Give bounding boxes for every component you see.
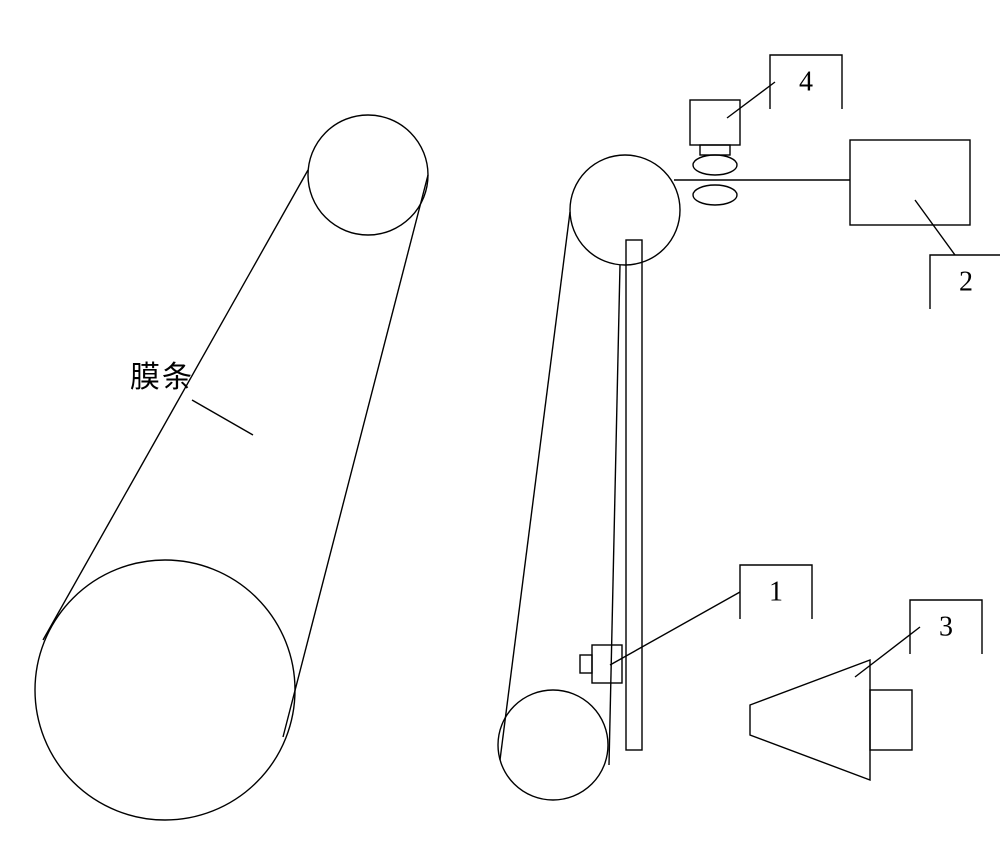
largeWinder-roller bbox=[35, 560, 295, 820]
detector-4-part bbox=[690, 100, 740, 145]
detector-4-roller bbox=[693, 185, 737, 205]
film-strip-segment bbox=[609, 265, 620, 765]
film-strip-segment bbox=[283, 175, 428, 737]
callout-leader bbox=[610, 592, 740, 665]
film-strip-segment bbox=[43, 170, 308, 640]
sensor-1-part bbox=[580, 655, 592, 673]
film-strip-label: 膜条 bbox=[130, 361, 194, 394]
bottomIdler-roller bbox=[498, 690, 608, 800]
rightIdler-roller bbox=[570, 155, 680, 265]
callout-label-2: 2 bbox=[959, 266, 973, 297]
horn-3-neck bbox=[870, 690, 912, 750]
film-label-leader bbox=[192, 400, 253, 435]
horn-3-cone bbox=[750, 660, 870, 780]
detector-4-roller bbox=[693, 155, 737, 175]
callout-label-4: 4 bbox=[799, 66, 813, 97]
sensor-1-part bbox=[592, 645, 622, 683]
control-box-2 bbox=[850, 140, 970, 225]
callout-label-1: 1 bbox=[769, 576, 783, 607]
callout-leader bbox=[915, 200, 955, 255]
detector-4-part bbox=[700, 145, 730, 155]
callout-label-3: 3 bbox=[939, 611, 953, 642]
film-strip-segment bbox=[500, 212, 570, 760]
guide-plate bbox=[626, 240, 642, 750]
topIdler-roller bbox=[308, 115, 428, 235]
